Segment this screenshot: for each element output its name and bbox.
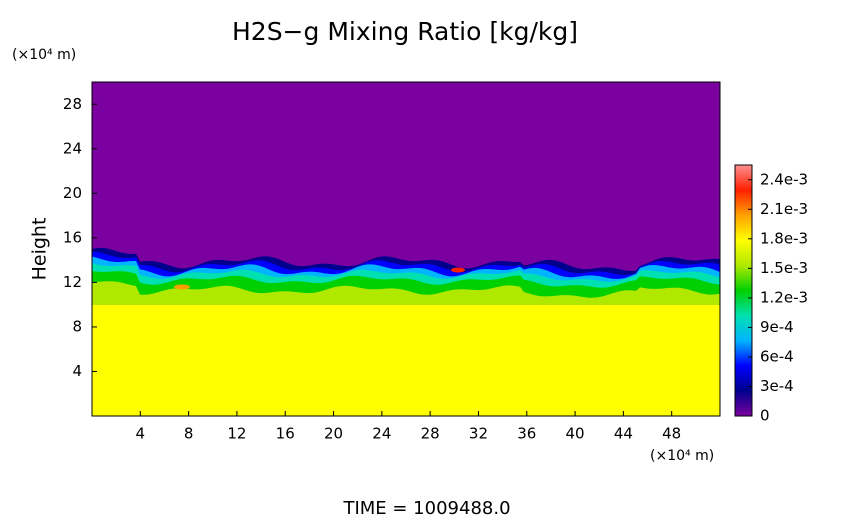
colorbar-tick-label: 9e-4 bbox=[760, 318, 794, 336]
x-tick-label: 32 bbox=[469, 425, 488, 443]
x-tick-label: 8 bbox=[184, 425, 194, 443]
y-tick-label: 24 bbox=[63, 139, 82, 157]
y-tick-label: 8 bbox=[72, 317, 82, 335]
y-tick-label: 28 bbox=[63, 95, 82, 113]
y-tick-label: 12 bbox=[63, 273, 82, 291]
y-tick-label: 16 bbox=[63, 228, 82, 246]
field bbox=[92, 82, 720, 416]
y-unit: (×10⁴ m) bbox=[12, 47, 76, 63]
colorbar-tick-label: 1.2e-3 bbox=[760, 288, 808, 306]
y-tick-label: 20 bbox=[63, 184, 82, 202]
x-tick-label: 12 bbox=[227, 425, 246, 443]
colorbar-tick-label: 0 bbox=[760, 407, 770, 425]
x-tick-label: 36 bbox=[517, 425, 536, 443]
colorbar-tick-label: 2.1e-3 bbox=[760, 200, 808, 218]
field-spot bbox=[451, 267, 465, 273]
x-tick-label: 4 bbox=[136, 425, 146, 443]
footer: TIME = 1009488.0 bbox=[342, 498, 510, 519]
colorbar-tick-label: 6e-4 bbox=[760, 347, 794, 365]
colorbar-tick-label: 3e-4 bbox=[760, 377, 794, 395]
x-tick-label: 44 bbox=[614, 425, 633, 443]
plot-frame bbox=[91, 81, 721, 417]
x-tick-label: 28 bbox=[421, 425, 440, 443]
colorbar-tick-label: 1.5e-3 bbox=[760, 259, 808, 277]
y-axis-label: Height bbox=[29, 218, 51, 281]
x-unit: (×10⁴ m) bbox=[650, 448, 714, 464]
field-lower bbox=[92, 305, 720, 416]
colorbar-tick-label: 1.8e-3 bbox=[760, 229, 808, 247]
colorbar bbox=[734, 164, 753, 417]
x-tick-label: 48 bbox=[662, 425, 681, 443]
x-tick-label: 40 bbox=[566, 425, 585, 443]
x-tick-label: 16 bbox=[276, 425, 295, 443]
y-tick-label: 4 bbox=[72, 362, 82, 380]
x-tick-label: 20 bbox=[324, 425, 343, 443]
field-spot bbox=[174, 284, 190, 290]
colorbar-tick-label: 2.4e-3 bbox=[760, 170, 808, 188]
x-tick-label: 24 bbox=[372, 425, 391, 443]
chart-title: H2S−g Mixing Ratio [kg/kg] bbox=[232, 17, 578, 46]
